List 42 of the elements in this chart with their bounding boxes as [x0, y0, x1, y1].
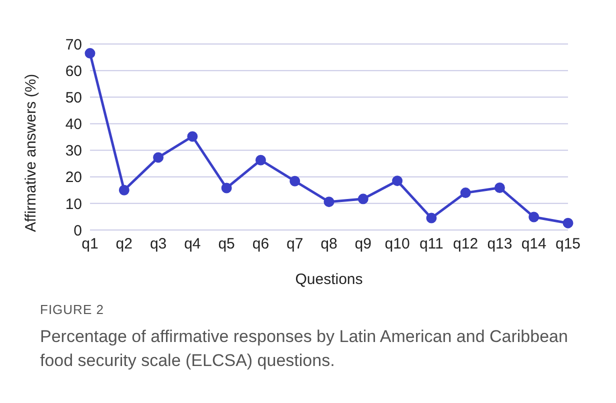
x-tick-label: q14 [521, 236, 546, 253]
y-tick-label: 10 [65, 196, 82, 213]
point [187, 131, 198, 142]
y-axis-title: Affirmative answers (%) [22, 74, 40, 232]
y-tick-label: 20 [65, 169, 82, 186]
y-tick-label: 60 [65, 62, 82, 80]
caption: FIGURE 2 [40, 302, 105, 317]
y-tick-label: 0 [74, 222, 82, 240]
x-tick-label: q11 [419, 236, 444, 253]
point [255, 154, 266, 166]
x-tick-label: q13 [487, 236, 512, 253]
point [358, 194, 368, 204]
x-tick-label: q5 [218, 236, 235, 253]
point [392, 176, 403, 186]
x-tick-label: q4 [184, 236, 201, 253]
point [324, 196, 334, 208]
y-tick-label: 40 [65, 116, 82, 134]
y-tick-label: 70 [65, 36, 82, 54]
x-tick-label: q15 [555, 236, 581, 253]
x-tick-label: q7 [286, 236, 304, 253]
point [290, 176, 300, 186]
point [118, 184, 130, 196]
point [153, 152, 164, 163]
point [426, 212, 437, 224]
y-tick-label: 30 [65, 142, 82, 160]
x-tick-label: q2 [116, 236, 132, 253]
x-tick-label: q1 [82, 236, 98, 253]
x-tick-label: q10 [384, 236, 410, 253]
point [460, 188, 471, 198]
x-tick-label: q6 [252, 236, 270, 253]
x-tick-label: q12 [453, 236, 478, 253]
point [494, 182, 505, 193]
point [562, 218, 574, 228]
y-tick-label: 50 [65, 89, 82, 106]
x-tick-label: q3 [150, 236, 167, 253]
x-tick-label: q9 [354, 236, 372, 253]
x-axis-title: Questions [295, 271, 363, 288]
point [528, 212, 540, 222]
point [84, 48, 96, 59]
text: Percentage of affirmative responses by Latin American and Caribbean food security scale (ELCSA) questions. [40, 326, 569, 372]
x-tick-label: q8 [320, 236, 338, 253]
point [221, 182, 232, 194]
